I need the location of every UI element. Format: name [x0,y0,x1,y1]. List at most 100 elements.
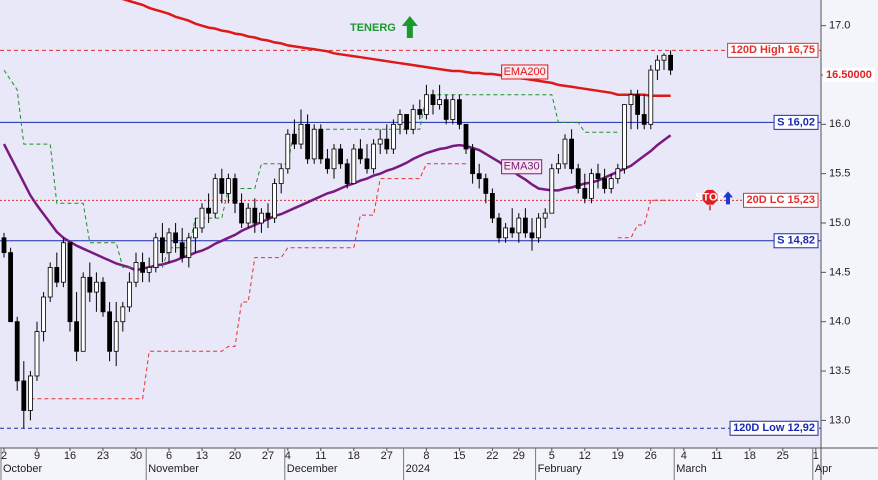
candle-body [94,281,99,293]
level-label-box [773,114,819,130]
candle-body [27,375,33,411]
candle-body [377,138,383,145]
candle-body [225,178,231,194]
x-tick-label: 13 [196,450,208,462]
candle-body [265,212,271,219]
x-tick-label: 16 [64,450,76,462]
level-label: 120D Low 12,92 [733,422,815,434]
candle-body [232,178,238,204]
x-tick-label: 27 [381,450,393,462]
x-tick-label: 15 [453,450,465,462]
candle-body [661,54,667,61]
indicator-label: EMA30 [504,161,540,173]
x-tick-label: 22 [486,450,498,462]
candle-body [67,242,73,323]
month-label: October [3,463,42,475]
month-label: February [538,463,583,475]
candle-body [1,237,7,254]
candle-body [602,178,607,189]
candle-body [192,227,198,239]
candle-body [589,173,594,199]
x-tick-label: 30 [130,450,142,462]
y-tick-label: 15.5 [829,168,850,180]
candle-body [470,148,476,175]
stop-text: STOP [695,192,725,204]
candle-body [8,252,14,323]
candle-body [324,158,330,170]
candle-body [212,178,218,214]
indicator-line [3,69,618,268]
candle-body [569,138,574,170]
candle-body [655,59,660,71]
candle-body [410,109,416,130]
x-tick-label: 5 [549,450,555,462]
candle-body [258,212,264,224]
y-tick-label: 15.0 [829,217,850,229]
candle-body [41,296,46,332]
x-tick-label: 18 [348,450,360,462]
candle-body [331,148,337,170]
plot [0,0,821,429]
candle-body [344,163,350,184]
x-tick-label: 25 [777,450,789,462]
x-tick-label: 4 [285,450,291,462]
candle-body [364,158,370,170]
candle-body [529,232,535,239]
candle-body [113,321,119,352]
candle-body [556,163,561,170]
candle-body [615,168,621,180]
last-price-label: 16.50000 [826,69,872,81]
candle-body [582,188,588,199]
candle-body [100,281,106,313]
up-arrow [723,191,733,205]
y-tick-label: 14.5 [829,266,850,278]
candle-body [146,267,152,273]
candle-body [14,321,20,382]
candle-body [575,168,581,189]
candle-body [635,94,640,115]
y-tick-label: 13.5 [829,365,850,377]
candle-body [404,114,410,130]
candle-body [245,207,251,224]
candle-body [351,148,357,184]
candle-body [305,123,311,160]
candle-body [509,227,515,234]
candle-body [87,276,93,293]
indicator-label-box [501,64,549,80]
candle-body [127,281,132,308]
level-label-box [727,42,819,58]
candle-body [549,168,555,214]
x-tick-label: 20 [229,450,241,462]
candle-body [120,306,126,323]
candle-body [523,217,528,234]
candle-body [252,207,258,224]
plot-area [0,0,821,448]
x-tick-label: 19 [612,450,624,462]
indicator-label-box [501,159,543,175]
candle-body [476,173,482,180]
candle-body [496,217,502,239]
candle-body [437,99,443,105]
month-label: March [676,463,707,475]
level-label-box [743,192,819,208]
candle-body [179,242,185,258]
candle-body [74,321,79,352]
candle-body [54,267,60,283]
candle-body [516,217,522,234]
title-arrow [401,16,418,38]
candle-body [80,276,86,352]
candle-body [34,331,40,377]
level-label-box [773,233,819,249]
candle-body [311,128,317,160]
candle-body [622,104,627,170]
indicator-line [30,163,671,400]
x-tick-label: 4 [681,450,687,462]
candle-body [61,242,66,283]
x-tick-label: 23 [97,450,109,462]
stop-icon [702,189,718,205]
candle-body [430,94,436,105]
x-tick-label: 12 [579,450,591,462]
candle-body [298,123,304,145]
level-label: 120D High 16,75 [731,44,815,56]
candle-body [159,237,165,254]
